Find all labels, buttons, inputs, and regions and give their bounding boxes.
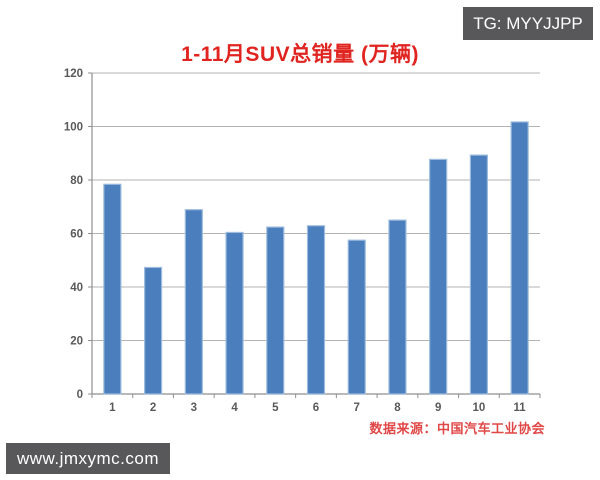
x-axis-label: 1 — [109, 402, 116, 414]
data-source-note: 数据来源：中国汽车工业协会 — [369, 421, 545, 436]
x-axis-label: 10 — [473, 402, 486, 414]
y-axis-label: 0 — [77, 389, 83, 401]
x-axis-label: 2 — [150, 402, 156, 414]
x-axis-label: 4 — [231, 402, 238, 414]
x-axis-label: 3 — [191, 402, 197, 414]
bar-month-3 — [184, 209, 203, 395]
y-axis-label: 120 — [64, 68, 83, 80]
bar-month-6 — [306, 225, 326, 395]
watermark-telegram-badge: TG: MYYJJPP — [463, 7, 593, 40]
bar-month-9 — [429, 158, 448, 395]
x-axis-label: 11 — [514, 402, 527, 414]
bar-month-5 — [266, 226, 285, 395]
chart-title: 1-11月SUV总销量 (万辆) — [181, 43, 419, 66]
bar-month-10 — [469, 154, 489, 395]
x-axis-label: 6 — [313, 402, 319, 414]
x-axis-label: 9 — [435, 402, 441, 414]
bar-month-8 — [388, 219, 407, 395]
bar-month-7 — [347, 239, 366, 395]
x-axis-label: 5 — [272, 402, 279, 414]
bar-month-1 — [103, 183, 122, 395]
x-axis-label: 8 — [394, 402, 401, 414]
y-axis-label: 100 — [64, 122, 83, 134]
x-axis-label: 7 — [354, 402, 360, 414]
y-axis-label: 40 — [70, 282, 83, 294]
bar-month-11 — [510, 121, 529, 395]
y-axis-label: 60 — [70, 229, 83, 241]
bar-month-4 — [225, 231, 244, 395]
watermark-website-badge: www.jmxymc.com — [6, 443, 170, 474]
y-axis-label: 20 — [70, 336, 83, 348]
bar-month-2 — [143, 266, 163, 395]
y-axis-label: 80 — [70, 175, 83, 187]
